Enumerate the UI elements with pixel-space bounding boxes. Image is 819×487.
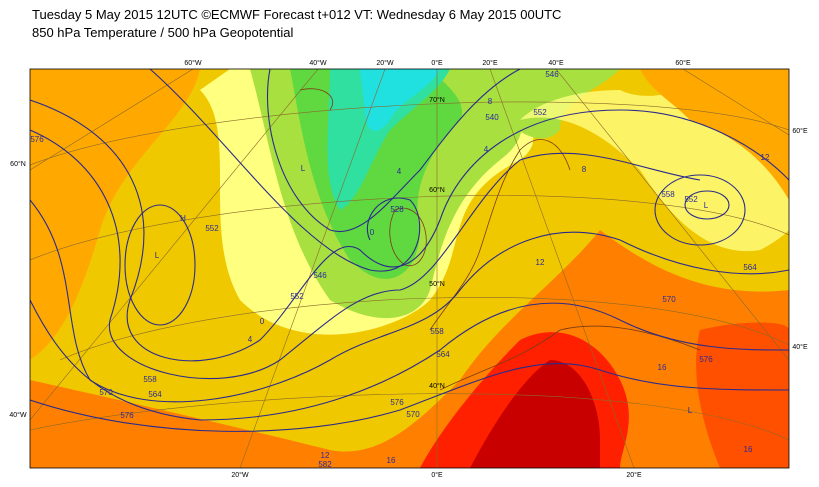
temp-band bbox=[30, 69, 200, 360]
contour-label: 16 bbox=[387, 456, 396, 465]
graticule-label: 40°N bbox=[429, 382, 445, 390]
title: Tuesday 5 May 2015 12UTC ©ECMWF Forecast… bbox=[32, 7, 561, 22]
contour-label: 570 bbox=[662, 295, 676, 304]
contour-label: 552 bbox=[205, 224, 219, 233]
graticule-label: 60°E bbox=[675, 59, 691, 67]
temp-band bbox=[360, 69, 440, 131]
graticule-label: 60°N bbox=[10, 160, 26, 168]
contour-label: 540 bbox=[485, 113, 499, 122]
graticule-label: 40°W bbox=[9, 411, 27, 419]
graticule-label: 0°E bbox=[431, 59, 443, 67]
graticule-label: 60°N bbox=[429, 186, 445, 194]
contour-label: 558 bbox=[661, 190, 675, 199]
coastlines bbox=[299, 88, 701, 391]
contour-label: 4 bbox=[248, 335, 253, 344]
contour-label: 570 bbox=[406, 410, 420, 419]
temp-band bbox=[327, 69, 450, 210]
graticule-label: 40°E bbox=[792, 343, 808, 351]
contour-label: 12 bbox=[321, 451, 330, 460]
graticule-label: 70°N bbox=[429, 96, 445, 104]
map-frame bbox=[29, 68, 790, 469]
pressure-center: L bbox=[301, 164, 306, 173]
contour-label: 558 bbox=[430, 327, 444, 336]
contour-label: 576 bbox=[699, 355, 713, 364]
contour-label: 528 bbox=[390, 205, 404, 214]
graticule-label: 40°E bbox=[548, 59, 564, 67]
pressure-center: L bbox=[704, 201, 709, 210]
contour-label: 12 bbox=[536, 258, 545, 267]
contour-label: 12 bbox=[761, 153, 770, 162]
graticule-label: 20°E bbox=[482, 59, 498, 67]
contour-label: 576 bbox=[390, 398, 404, 407]
subtitle: 850 hPa Temperature / 500 hPa Geopotenti… bbox=[32, 25, 294, 40]
contour-label: 564 bbox=[743, 263, 757, 272]
pressure-center: L bbox=[155, 251, 160, 260]
contour-label: 4 bbox=[397, 167, 402, 176]
temp-band bbox=[696, 322, 789, 468]
contour-label: 570 bbox=[99, 388, 113, 397]
contour-label: 8 bbox=[488, 97, 493, 106]
graticule bbox=[30, 69, 789, 468]
geopotential-contours bbox=[30, 69, 789, 432]
map-field bbox=[30, 69, 789, 468]
temp-band bbox=[470, 360, 600, 468]
contour-label: 16 bbox=[744, 445, 753, 454]
contour-label: 552 bbox=[290, 292, 304, 301]
contour-label: 564 bbox=[436, 350, 450, 359]
contour-label: 4 bbox=[484, 145, 489, 154]
contour-label: 546 bbox=[313, 271, 327, 280]
contour-label: 576 bbox=[120, 411, 134, 420]
pressure-center: L bbox=[688, 406, 693, 415]
contour-label: 552 bbox=[684, 195, 698, 204]
contour-label: 558 bbox=[143, 375, 157, 384]
graticule-label: 40°W bbox=[309, 59, 327, 67]
contour-label: 546 bbox=[545, 70, 559, 79]
contour-label: 0 bbox=[260, 317, 265, 326]
graticule-label: 20°W bbox=[231, 471, 249, 479]
contour-label: 8 bbox=[582, 165, 587, 174]
graticule-label: 20°E bbox=[626, 471, 642, 479]
contour-label: 576 bbox=[30, 135, 44, 144]
contour-label: 16 bbox=[658, 363, 667, 372]
pressure-center: H bbox=[180, 214, 186, 223]
contour-label: 0 bbox=[370, 228, 375, 237]
graticule-label: 60°E bbox=[792, 127, 808, 135]
graticule-label: 50°N bbox=[429, 280, 445, 288]
graticule-label: 60°W bbox=[184, 59, 202, 67]
contour-label: 552 bbox=[533, 108, 547, 117]
graticule-label: 20°W bbox=[376, 59, 394, 67]
temp-band bbox=[450, 69, 620, 139]
contour-label: 582 bbox=[318, 460, 332, 469]
contour-label: 564 bbox=[148, 390, 162, 399]
graticule-label: 0°E bbox=[431, 471, 443, 479]
temp-band bbox=[640, 69, 789, 200]
